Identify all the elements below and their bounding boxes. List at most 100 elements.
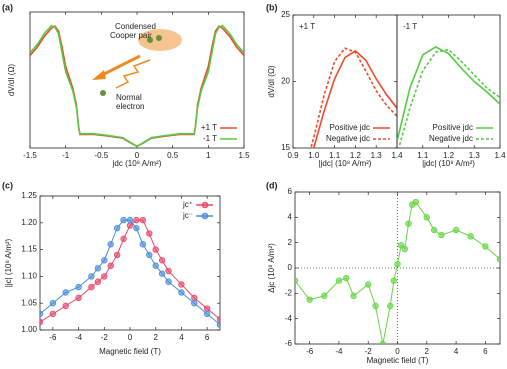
y-axis-label: |jc| (10⁸ A/m²) [4, 238, 13, 287]
x-tick-label: 6 [483, 347, 488, 356]
x-tick-label: 4 [179, 333, 184, 342]
data-point [178, 281, 185, 288]
data-point [386, 302, 394, 310]
y-tick-label: -6 [285, 339, 293, 348]
arrow-head [92, 70, 106, 80]
data-point [306, 296, 313, 303]
x-tick-label: 1.5 [238, 151, 250, 160]
series-line [398, 48, 500, 148]
data-point [158, 270, 166, 277]
data-point [88, 273, 95, 280]
x-tick-label: 1.2 [350, 151, 362, 160]
annotation: electron [116, 102, 144, 111]
legend-label: Positive jdc [330, 123, 370, 132]
data-point [321, 292, 328, 300]
data-point [88, 283, 95, 291]
x-tick-label: 1.1 [417, 151, 429, 160]
data-point [350, 292, 357, 300]
x-tick-label: 0.5 [167, 151, 179, 160]
data-point [107, 262, 114, 269]
data-point [343, 274, 350, 282]
y-axis-label: dV/dI (Ω) [267, 65, 276, 98]
legend-label: jc⁺ [182, 200, 193, 209]
panel-inset-label: -1 T [403, 22, 417, 31]
data-point [40, 318, 44, 326]
y-tick-label: -2 [285, 288, 293, 297]
data-point [401, 245, 409, 253]
annotation: Condensed [115, 22, 156, 31]
y-axis-label: Δjc (10⁸ A/m²) [267, 243, 276, 293]
x-tick-label: 0 [395, 347, 400, 356]
data-point [365, 281, 372, 288]
data-point [94, 278, 102, 285]
data-point [295, 277, 299, 284]
x-axis-label: |jdc| (10⁸ A/m²) [319, 159, 372, 168]
electron-dot [156, 35, 162, 41]
data-point [120, 216, 127, 224]
x-tick-label: -4 [335, 347, 343, 356]
data-point [75, 283, 82, 291]
series-line [312, 49, 397, 148]
y-tick-label: 6 [288, 187, 293, 196]
data-point [139, 241, 147, 248]
x-tick-label: 0 [135, 151, 140, 160]
x-tick-label: 1.3 [469, 151, 481, 160]
x-tick-label: 1.4 [391, 151, 403, 160]
panel-label: (a) [2, 2, 13, 12]
data-point [133, 216, 140, 224]
y-tick-label: 15 [281, 143, 290, 152]
data-point [405, 220, 412, 227]
plot-area [310, 47, 397, 148]
x-tick-label: -6 [306, 347, 314, 356]
x-tick-label: -1.5 [23, 151, 37, 160]
x-axis-label: jdc (10⁸ A/m²) [112, 159, 162, 168]
data-point [113, 251, 121, 259]
series-line [30, 24, 244, 148]
legend-label: -1 T [203, 134, 217, 143]
data-point [152, 246, 159, 253]
y-tick-label: 1.10 [21, 272, 37, 281]
x-tick-label: 2 [153, 333, 158, 342]
data-point [146, 251, 153, 259]
y-tick-label: 25 [281, 10, 290, 19]
electron-dot [100, 90, 106, 96]
data-point [335, 277, 343, 284]
y-tick-label: 4 [288, 212, 293, 221]
y-tick-label: 2 [288, 238, 293, 247]
panel-label: (d) [266, 180, 278, 190]
plot-area [397, 46, 500, 148]
y-tick-label: 20 [281, 77, 290, 86]
lightning [115, 59, 151, 89]
y-tick-label: 1.00 [21, 325, 37, 334]
data-point [40, 310, 44, 318]
x-tick-label: 0.9 [287, 151, 299, 160]
x-tick-label: 2 [425, 347, 430, 356]
x-axis-label: Magnetic field (T) [99, 347, 161, 356]
data-point [397, 241, 405, 249]
panel-label: (b) [266, 2, 278, 12]
data-point [49, 310, 57, 318]
x-tick-label: 0 [128, 333, 133, 342]
x-tick-label: 4 [454, 347, 459, 356]
data-point [191, 300, 198, 307]
data-point [120, 235, 127, 243]
data-point [75, 294, 82, 302]
data-point [62, 302, 69, 310]
x-tick-label: -0.5 [94, 151, 108, 160]
x-tick-label: 6 [205, 333, 210, 342]
y-tick-label: 1.05 [21, 298, 37, 307]
data-point [496, 255, 500, 263]
data-point [430, 226, 438, 234]
data-point [191, 294, 198, 302]
data-point [482, 243, 489, 250]
data-point [158, 257, 166, 264]
plot-area [30, 24, 244, 148]
x-tick-label: 1.4 [494, 151, 506, 160]
data-point [62, 289, 69, 296]
data-point [452, 226, 460, 234]
data-point [203, 310, 211, 318]
data-point [126, 216, 134, 224]
x-tick-label: 1 [206, 151, 211, 160]
legend-label: +1 T [201, 123, 217, 132]
